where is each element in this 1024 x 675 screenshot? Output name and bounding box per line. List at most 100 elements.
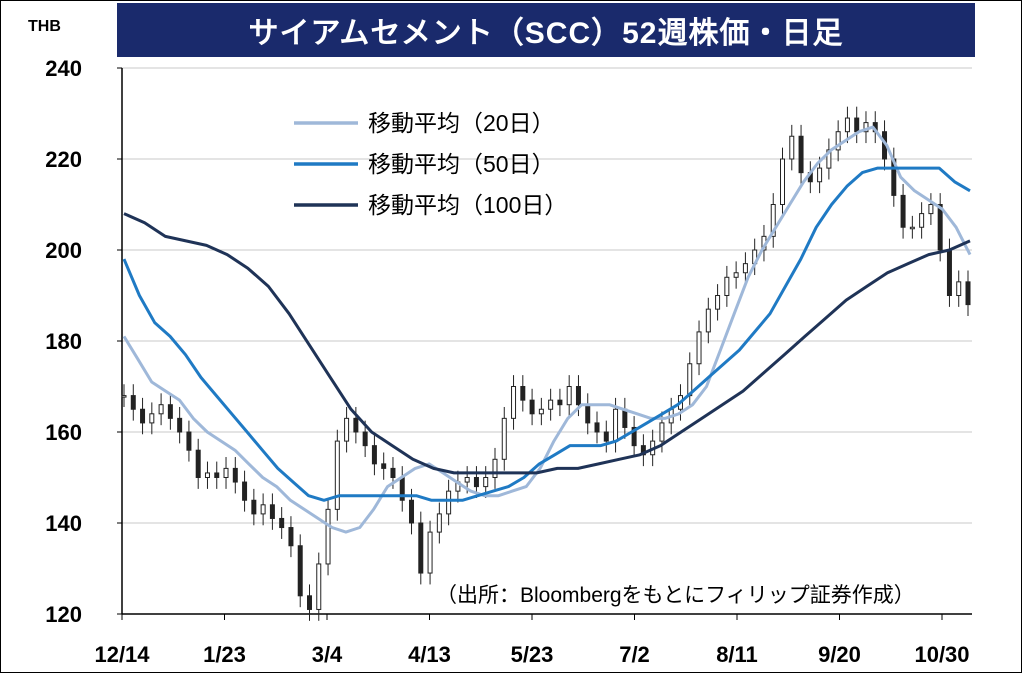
moving-average-lines [122,125,972,534]
candle-body [594,422,600,433]
candle-body [511,386,517,419]
candle-body [297,545,303,597]
candle-body [409,499,415,524]
candle-body [724,276,730,296]
candle-body [585,404,591,424]
y-unit-label: THB [28,18,61,35]
candle-body [538,408,544,415]
ma-line [123,212,971,475]
candle-body [316,563,322,610]
candle-body [613,408,619,442]
candle-body [928,204,934,215]
y-tick-label: 120 [45,602,82,627]
candle-body [427,531,433,574]
candle-body [446,490,452,515]
candle-body [575,386,581,406]
axes [117,67,972,620]
candle-body [956,281,962,297]
legend-label: 移動平均（50日） [368,151,555,177]
candle-body [390,467,396,478]
candle-body [715,295,721,310]
candle-body [177,417,183,433]
candle-body [279,517,285,529]
candle-body [483,477,489,488]
candle-body [696,331,702,365]
candle-body [826,149,832,169]
candle-body [789,135,795,160]
candle-body [306,595,312,610]
candle-body [464,477,470,483]
x-tick-label: 7/2 [619,642,650,667]
candle-body [158,404,164,415]
candle-body [835,131,841,151]
ma-line [122,166,971,502]
candle-body [492,458,498,478]
x-tick-labels: 12/14 1/23 3/4 4/13 5/23 7/2 8/11 9/20 10/30 [94,642,969,667]
y-tick-label: 240 [45,56,82,81]
candle-body [167,404,173,419]
candle-body [919,213,925,228]
candle-body [473,477,479,488]
y-tick-labels: 240 220 200 180 160 140 120 [45,56,82,627]
candle-body [121,395,127,398]
candle-body [353,417,359,433]
candle-body [548,399,554,410]
candle-body [204,472,210,479]
source-note: （出所：Bloombergをもとにフィリップ証券作成） [436,584,915,607]
candle-body [566,386,572,406]
candle-body [362,431,368,447]
candle-body [557,399,563,406]
candle-body [381,463,387,469]
candle-body [334,440,340,510]
y-tick-label: 140 [45,511,82,536]
candle-body [149,413,155,424]
candle-body [946,249,952,296]
candle-body [186,431,192,451]
candle-body [242,481,248,501]
candle-body [214,472,220,479]
candle-body [529,399,535,415]
candle-body [603,431,609,442]
candle-body [501,417,507,460]
candle-body [742,263,748,274]
x-tick-label: 8/11 [716,642,758,667]
x-tick-label: 10/30 [914,642,969,667]
candle-body [371,445,377,465]
candle-body [260,504,266,515]
candles [121,106,971,621]
candle-body [844,117,850,133]
y-tick-label: 180 [45,329,82,354]
candle-body [900,194,906,228]
legend-label: 移動平均（100日） [368,192,567,218]
candle-body [733,272,739,278]
candle-body [251,499,257,515]
y-tick-label: 220 [45,147,82,172]
candle-body [288,527,294,547]
y-tick-label: 200 [45,238,82,263]
candle-body [436,513,442,533]
candle-body [223,467,229,478]
x-tick-label: 1/23 [203,642,246,667]
y-tick-label: 160 [45,420,82,445]
candle-body [195,449,201,479]
candle-body [325,508,331,565]
candle-body [269,504,275,519]
candle-body [520,386,526,401]
candle-body [130,395,136,410]
candle-body [937,204,943,251]
candle-body [418,522,424,574]
candle-body [659,422,665,442]
candle-body [631,426,637,447]
chart-title: サイアムセメント（SCC）52週株価・日足 [248,17,844,50]
x-tick-label: 12/14 [94,642,150,667]
x-tick-label: 4/13 [408,642,451,667]
legend-label: 移動平均（20日） [368,110,555,136]
candle-body [798,135,804,174]
candle-body [622,408,628,428]
candle-body [344,417,350,442]
x-tick-label: 9/20 [818,642,861,667]
candle-body [909,226,915,230]
candle-body [780,158,786,205]
x-tick-label: 3/4 [312,642,343,667]
chart-title-bar: サイアムセメント（SCC）52週株価・日足 [117,3,975,57]
